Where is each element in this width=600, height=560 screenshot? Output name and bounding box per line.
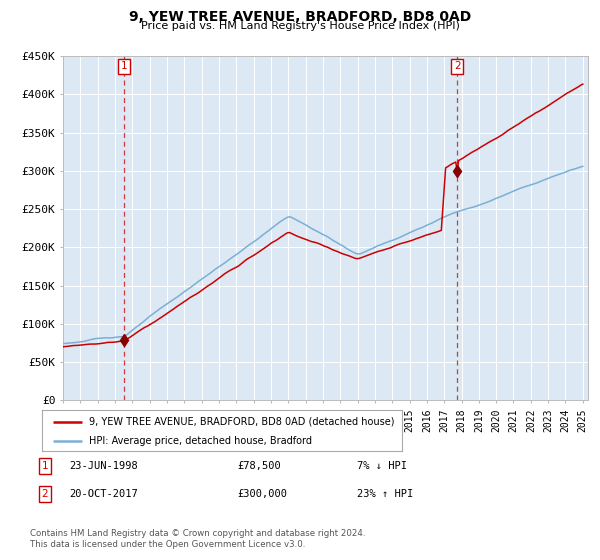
Text: 9, YEW TREE AVENUE, BRADFORD, BD8 0AD: 9, YEW TREE AVENUE, BRADFORD, BD8 0AD bbox=[129, 10, 471, 24]
Text: Contains HM Land Registry data © Crown copyright and database right 2024.
This d: Contains HM Land Registry data © Crown c… bbox=[30, 529, 365, 549]
Text: HPI: Average price, detached house, Bradford: HPI: Average price, detached house, Brad… bbox=[89, 436, 312, 446]
Text: 2: 2 bbox=[41, 489, 49, 499]
Text: £300,000: £300,000 bbox=[237, 489, 287, 499]
Text: 1: 1 bbox=[41, 461, 49, 471]
Text: 2: 2 bbox=[454, 61, 460, 71]
Text: £78,500: £78,500 bbox=[237, 461, 281, 471]
Text: 7% ↓ HPI: 7% ↓ HPI bbox=[357, 461, 407, 471]
Text: 20-OCT-2017: 20-OCT-2017 bbox=[69, 489, 138, 499]
Text: 1: 1 bbox=[121, 61, 127, 71]
Text: 23% ↑ HPI: 23% ↑ HPI bbox=[357, 489, 413, 499]
Text: 23-JUN-1998: 23-JUN-1998 bbox=[69, 461, 138, 471]
Text: Price paid vs. HM Land Registry's House Price Index (HPI): Price paid vs. HM Land Registry's House … bbox=[140, 21, 460, 31]
Text: 9, YEW TREE AVENUE, BRADFORD, BD8 0AD (detached house): 9, YEW TREE AVENUE, BRADFORD, BD8 0AD (d… bbox=[89, 417, 394, 427]
